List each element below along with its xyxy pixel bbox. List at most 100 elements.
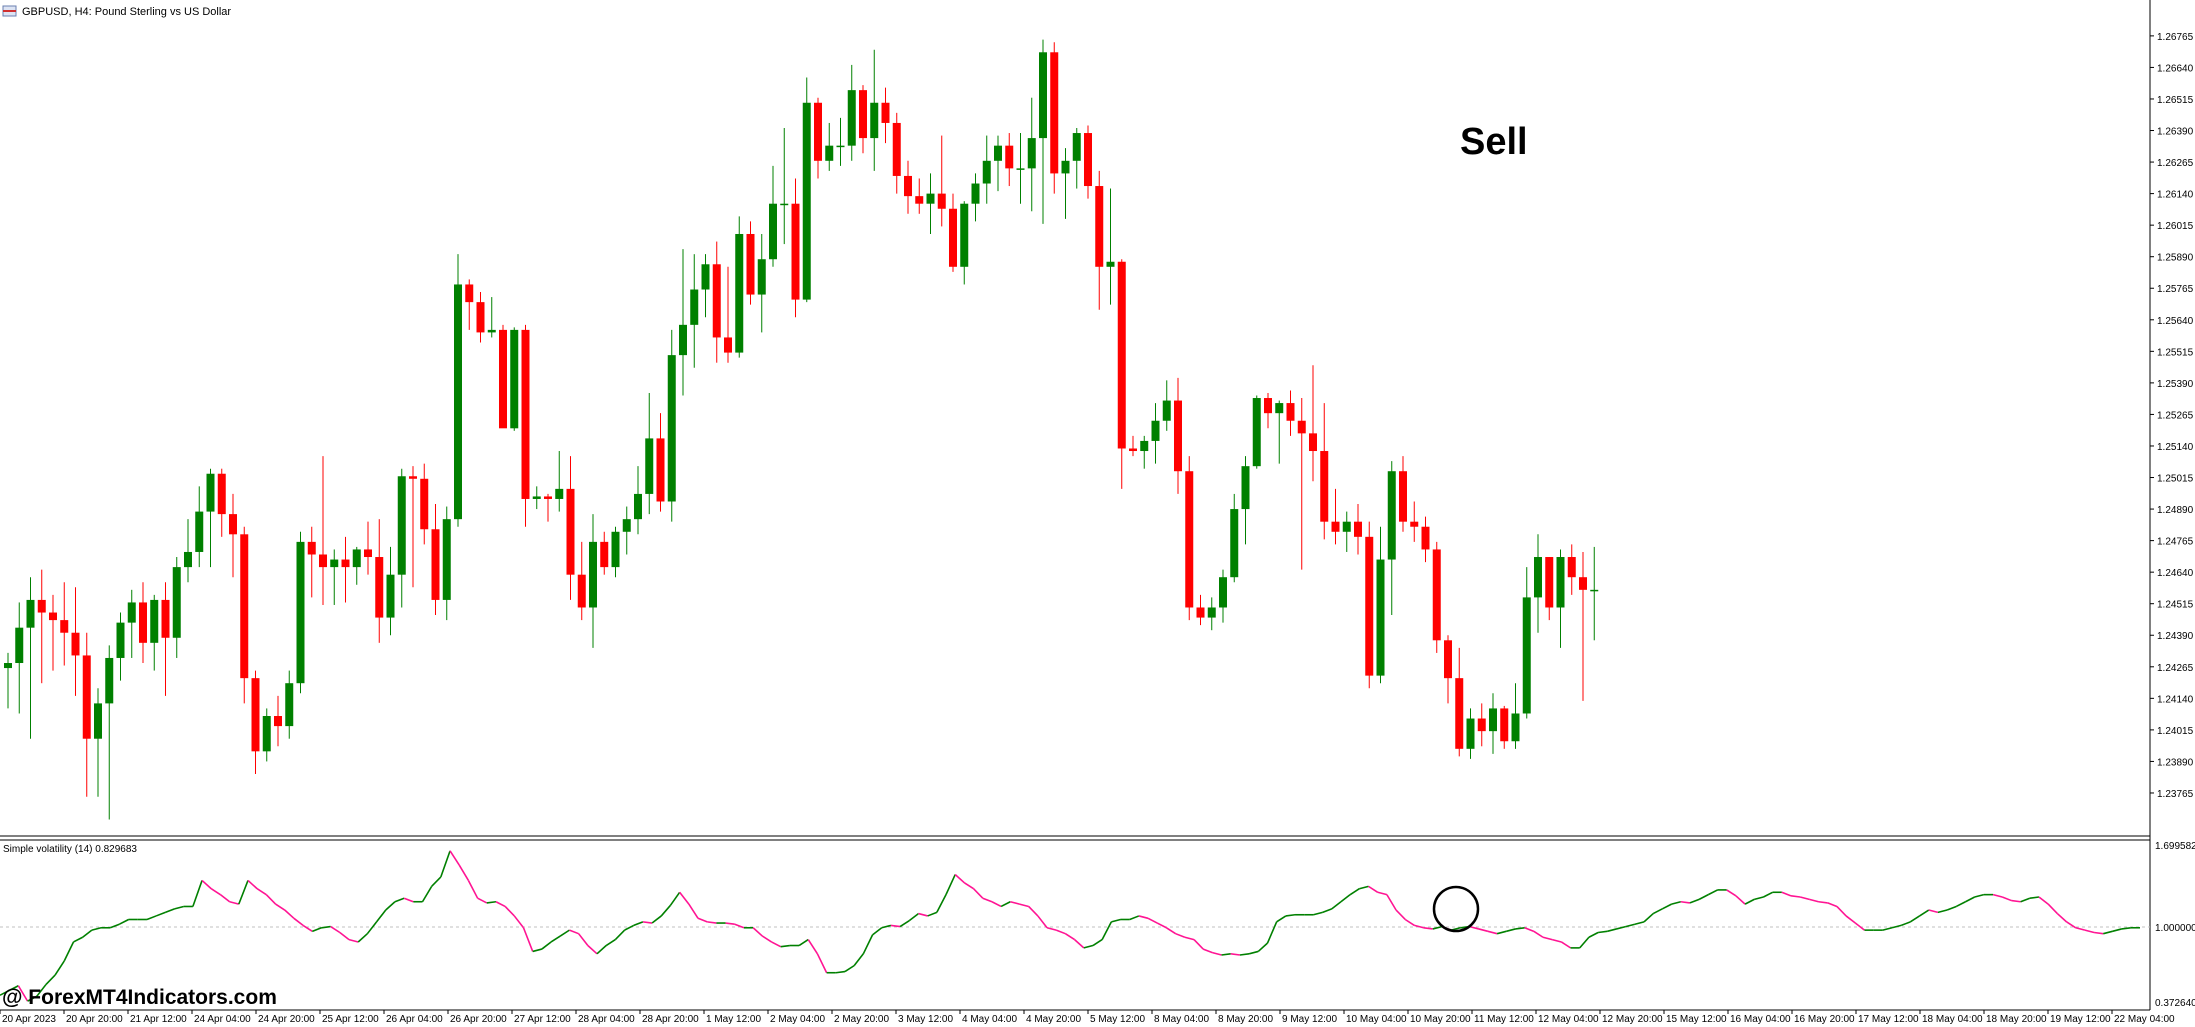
candle-bull [1275, 403, 1284, 414]
volatility-segment [522, 927, 534, 952]
volatility-segment [816, 953, 828, 974]
price-tick-label: 1.25640 [2157, 316, 2194, 327]
candle-bull [701, 264, 710, 290]
candle-bear [1286, 403, 1295, 421]
volatility-segment [2103, 930, 2113, 935]
volatility-segment [36, 984, 47, 997]
volatility-segment [1193, 939, 1204, 950]
volatility-segment [734, 923, 745, 929]
volatility-segment [918, 912, 928, 917]
volatility-segment [375, 909, 387, 923]
volatility-segment [385, 901, 396, 911]
candle-bull [454, 284, 462, 520]
candle-bear [791, 203, 800, 300]
volatility-segment [1147, 917, 1158, 924]
price-tick-label: 1.23890 [2157, 757, 2194, 768]
volatility-segment [835, 970, 846, 974]
candle-bull [645, 438, 654, 494]
volatility-segment [63, 941, 75, 962]
volatility-segment [2084, 929, 2095, 934]
volatility-segment [1634, 921, 1645, 925]
volatility-segment [669, 891, 681, 906]
volatility-segment [229, 900, 239, 905]
volatility-segment [293, 917, 304, 927]
volatility-segment [1092, 938, 1103, 947]
candle-bear [251, 678, 260, 752]
volatility-segment [1368, 885, 1379, 893]
time-axis: 20 Apr 2023 20 Apr 20:00 21 Apr 12:00 24 Ap… [0, 1009, 2175, 1025]
volatility-segment [1478, 928, 1489, 933]
volatility-segment [614, 929, 626, 941]
indicator-tick-bottom: 0.372640 [2155, 998, 2195, 1009]
candle-bull [622, 519, 631, 532]
volatility-segment [1202, 948, 1213, 954]
candle-bear [566, 488, 575, 575]
volatility-segment [642, 921, 653, 924]
symbol-header: GBPUSD, H4: Pound Sterling vs US Dollar [2, 5, 231, 18]
volatility-segment [1322, 908, 1333, 914]
circle-highlight-icon [1432, 885, 1480, 933]
candle-bear [521, 329, 530, 499]
volatility-segment [2020, 897, 2031, 903]
candle-bear [915, 196, 924, 204]
candle-bull [994, 145, 1002, 161]
volatility-segment [348, 938, 359, 943]
candle-bull [1590, 589, 1599, 592]
volatility-segment [596, 944, 607, 955]
time-tick-label: 19 May 12:00 [2050, 1014, 2111, 1025]
time-tick-label: 1 May 12:00 [706, 1014, 761, 1025]
candle-bull [1489, 708, 1497, 732]
volatility-segment [1386, 894, 1397, 911]
sell-label: Sell [1460, 121, 1528, 163]
volatility-segment [780, 944, 790, 948]
volatility-segment [1955, 901, 1966, 908]
volatility-segment [1937, 909, 1948, 914]
volatility-segment [1882, 926, 1893, 931]
candle-bear [499, 329, 507, 429]
candle-bear [1309, 433, 1317, 452]
volatility-segment [486, 900, 497, 904]
candle-bull [836, 145, 845, 148]
volatility-segment [1588, 931, 1599, 938]
volatility-segment [1680, 900, 1691, 904]
price-tick-label: 1.23765 [2157, 789, 2194, 800]
volatility-segment [1074, 939, 1085, 949]
volatility-segment [872, 927, 883, 936]
volatility-segment [1809, 898, 1819, 903]
candle-bear [1174, 400, 1182, 472]
volatility-segment [504, 905, 515, 917]
candle-bull [825, 145, 834, 161]
volatility-segment [936, 894, 947, 913]
candle-bear [431, 529, 440, 600]
candle-bear [881, 102, 890, 123]
volatility-segment [302, 924, 313, 932]
candle-bull [510, 329, 519, 429]
volatility-segment [1689, 898, 1700, 904]
candle-bear [240, 534, 249, 679]
volatility-segment [449, 850, 460, 866]
candle-bear [904, 175, 912, 197]
volatility-segment [761, 935, 772, 943]
candle-bear [217, 473, 226, 515]
candle-bull [679, 324, 687, 356]
volatility-segment [1607, 928, 1617, 933]
candle-bear [1444, 640, 1452, 679]
volatility-segment [275, 903, 286, 911]
volatility-segment [146, 915, 157, 921]
candle-bear [1005, 145, 1014, 169]
volatility-segment [1909, 915, 1921, 923]
volatility-segment [1239, 953, 1250, 956]
volatility-segment [1469, 925, 1479, 930]
candle-bull [352, 549, 361, 568]
volatility-segment [311, 927, 322, 933]
volatility-segment [467, 880, 479, 899]
time-tick-label: 2 May 04:00 [770, 1014, 825, 1025]
volatility-segment [569, 929, 579, 935]
volatility-segment [1707, 889, 1718, 896]
candle-bull [150, 599, 159, 643]
volatility-segment [256, 888, 267, 896]
indicator-pane[interactable]: Simple volatility (14) 0.829683 1.699582… [0, 839, 2195, 1009]
